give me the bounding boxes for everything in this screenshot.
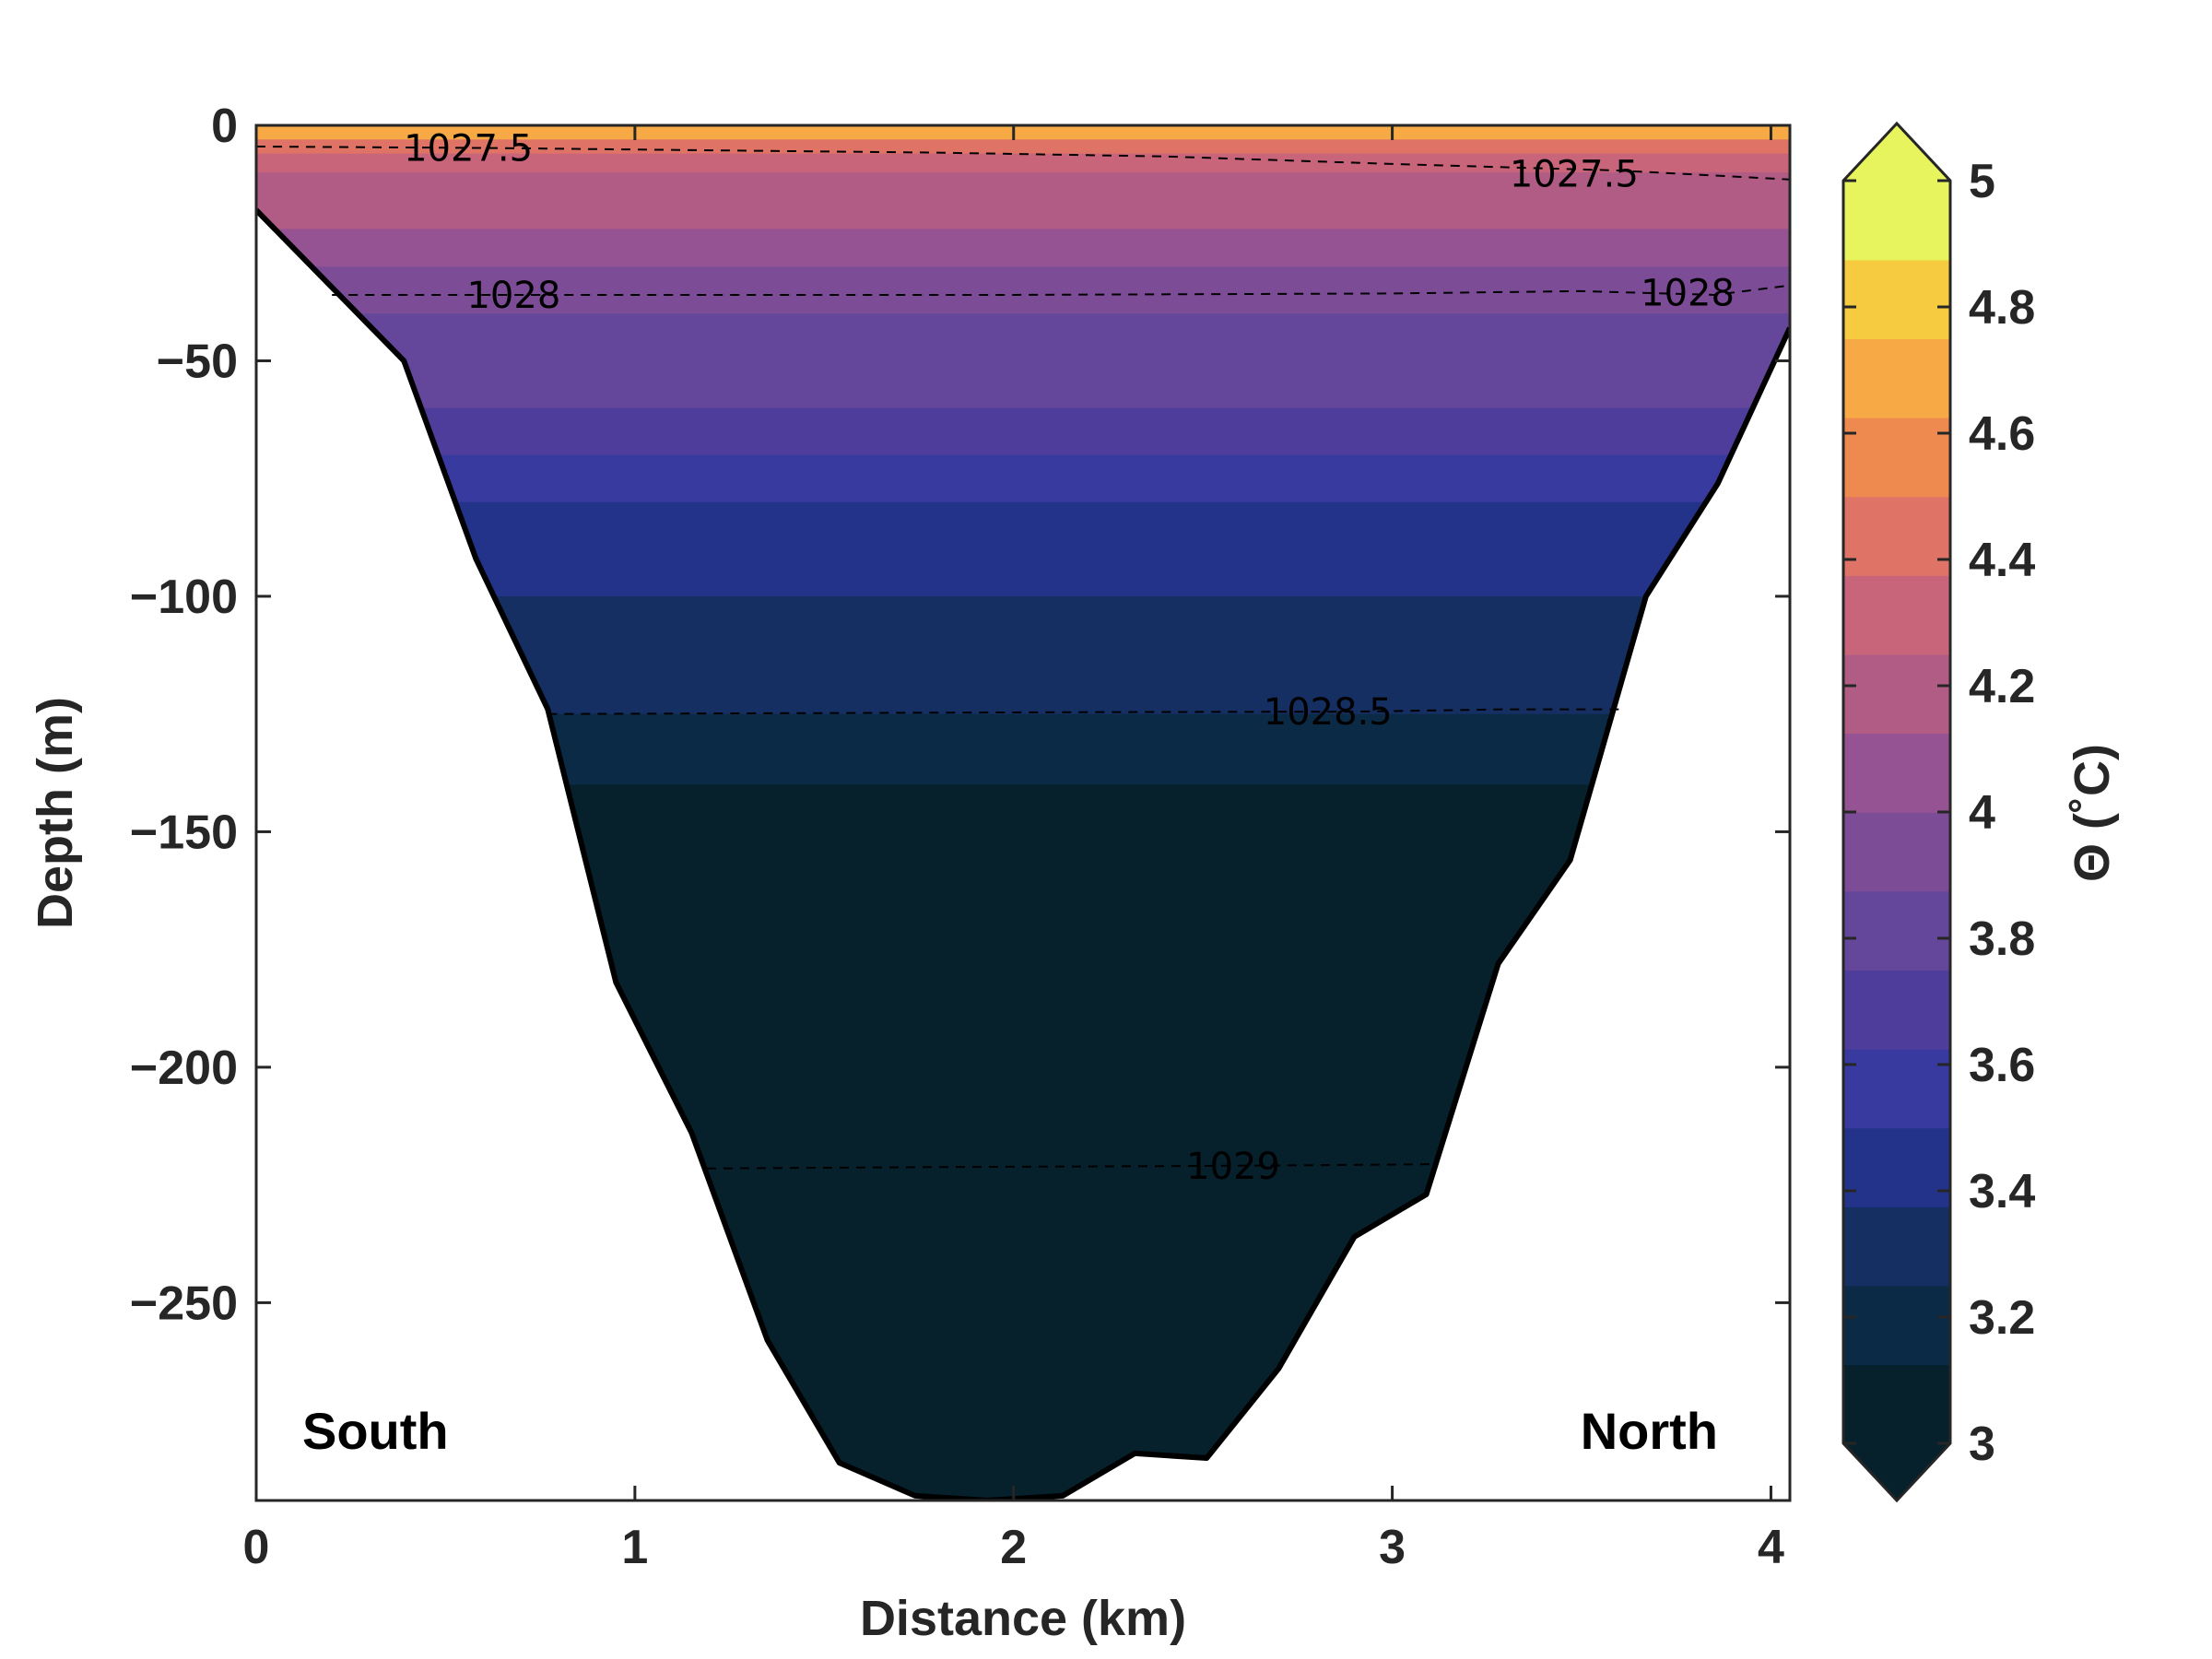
colorbar-tick-label: 4 — [1969, 786, 1995, 840]
colorbar-segment — [1843, 259, 1950, 340]
x-tick-label: 3 — [1379, 1521, 1406, 1574]
theta-band — [256, 139, 1790, 155]
y-tick-label: −250 — [130, 1277, 238, 1330]
contour-label-1028: 1028 — [1641, 272, 1735, 314]
colorbar-segment — [1843, 1206, 1950, 1287]
theta-band — [256, 784, 1790, 1500]
colorbar-segment — [1843, 181, 1950, 261]
x-tick-label: 1 — [621, 1521, 648, 1574]
theta-band — [256, 195, 1790, 230]
colorbar-segment — [1843, 1285, 1950, 1366]
colorbar-tick-label: 4.6 — [1969, 407, 2035, 461]
colorbar-segment — [1843, 1048, 1950, 1129]
colorbar — [1841, 121, 1952, 1503]
x-tick-label: 0 — [243, 1521, 270, 1574]
density-contour-labels: 1027.5 1027.5 1028 1028 1028.5 1029 — [404, 128, 1735, 1189]
colorbar-segment — [1843, 496, 1950, 576]
colorbar-tick-label: 3.2 — [1969, 1291, 2035, 1345]
colorbar-extend-max — [1843, 124, 1950, 181]
y-axis-ticks: 0 −50 −100 −150 −200 −250 — [130, 100, 1790, 1330]
colorbar-segment — [1843, 1127, 1950, 1207]
colorbar-tick-label: 5 — [1969, 155, 1995, 208]
theta-band — [256, 153, 1790, 173]
density-contours — [256, 145, 1790, 1170]
theta-band — [256, 407, 1790, 456]
theta-band — [256, 713, 1790, 786]
y-axis-title: Depth (m) — [28, 697, 83, 929]
colorbar-tick-label: 3 — [1969, 1418, 1995, 1471]
colorbar-segment — [1843, 812, 1950, 892]
theta-band — [256, 125, 1790, 141]
contour-label-1028.5: 1028.5 — [1264, 691, 1393, 734]
south-label: South — [302, 1402, 449, 1460]
colorbar-ticks: 3 3.2 3.4 3.6 3.8 4 4.2 4.4 4.6 4.8 5 — [1843, 155, 2035, 1471]
colorbar-tick-label: 3.4 — [1969, 1165, 2035, 1218]
theta-band — [256, 266, 1790, 315]
colorbar-tick-label: 4.2 — [1969, 660, 2035, 713]
x-axis-ticks: 0 1 2 3 4 — [243, 125, 1784, 1574]
colorbar-segment — [1843, 338, 1950, 418]
theta-band — [256, 595, 1790, 644]
contour-label-1028: 1028 — [466, 275, 560, 317]
colorbar-segment — [1843, 417, 1950, 498]
theta-band — [256, 172, 1790, 197]
contour-label-1027.5: 1027.5 — [1510, 154, 1639, 196]
y-tick-label: −50 — [157, 335, 238, 388]
colorbar-tick-label: 3.6 — [1969, 1039, 2035, 1092]
theta-band — [256, 548, 1790, 597]
temperature-contour-fill — [256, 125, 1790, 1500]
density-contour-1029 — [706, 1163, 1430, 1170]
colorbar-tick-label: 4.4 — [1969, 534, 2035, 587]
x-tick-label: 2 — [1000, 1521, 1027, 1574]
colorbar-title: Θ (˚C) — [2065, 744, 2120, 882]
theta-band — [256, 360, 1790, 409]
colorbar-tick-label: 3.8 — [1969, 912, 2035, 966]
colorbar-segment — [1843, 733, 1950, 813]
theta-band — [256, 643, 1790, 715]
plot-frame — [254, 124, 1792, 1502]
y-tick-label: 0 — [211, 100, 238, 153]
colorbar-segment — [1843, 653, 1950, 735]
colorbar-segment — [1843, 970, 1950, 1050]
contour-label-1029: 1029 — [1186, 1146, 1280, 1188]
colorbar-segment — [1843, 575, 1950, 655]
bathymetry-line — [256, 207, 1790, 1500]
theta-band — [256, 501, 1790, 550]
x-axis-title: Distance (km) — [860, 1591, 1186, 1646]
x-tick-label: 4 — [1758, 1521, 1784, 1574]
colorbar-segment — [1843, 890, 1950, 971]
theta-band — [256, 454, 1790, 503]
colorbar-extend-min — [1843, 1443, 1950, 1500]
contour-label-1027.5: 1027.5 — [404, 128, 533, 171]
theta-band — [256, 229, 1790, 268]
y-tick-label: −100 — [130, 571, 238, 624]
y-tick-label: −200 — [130, 1041, 238, 1095]
north-label: North — [1581, 1402, 1718, 1460]
colorbar-tick-label: 4.8 — [1969, 281, 2035, 335]
plot-area — [256, 125, 1790, 1500]
density-contour-1028 — [332, 284, 1790, 296]
theta-band — [256, 313, 1790, 362]
y-tick-label: −150 — [130, 806, 238, 859]
colorbar-segment — [1843, 1364, 1950, 1444]
